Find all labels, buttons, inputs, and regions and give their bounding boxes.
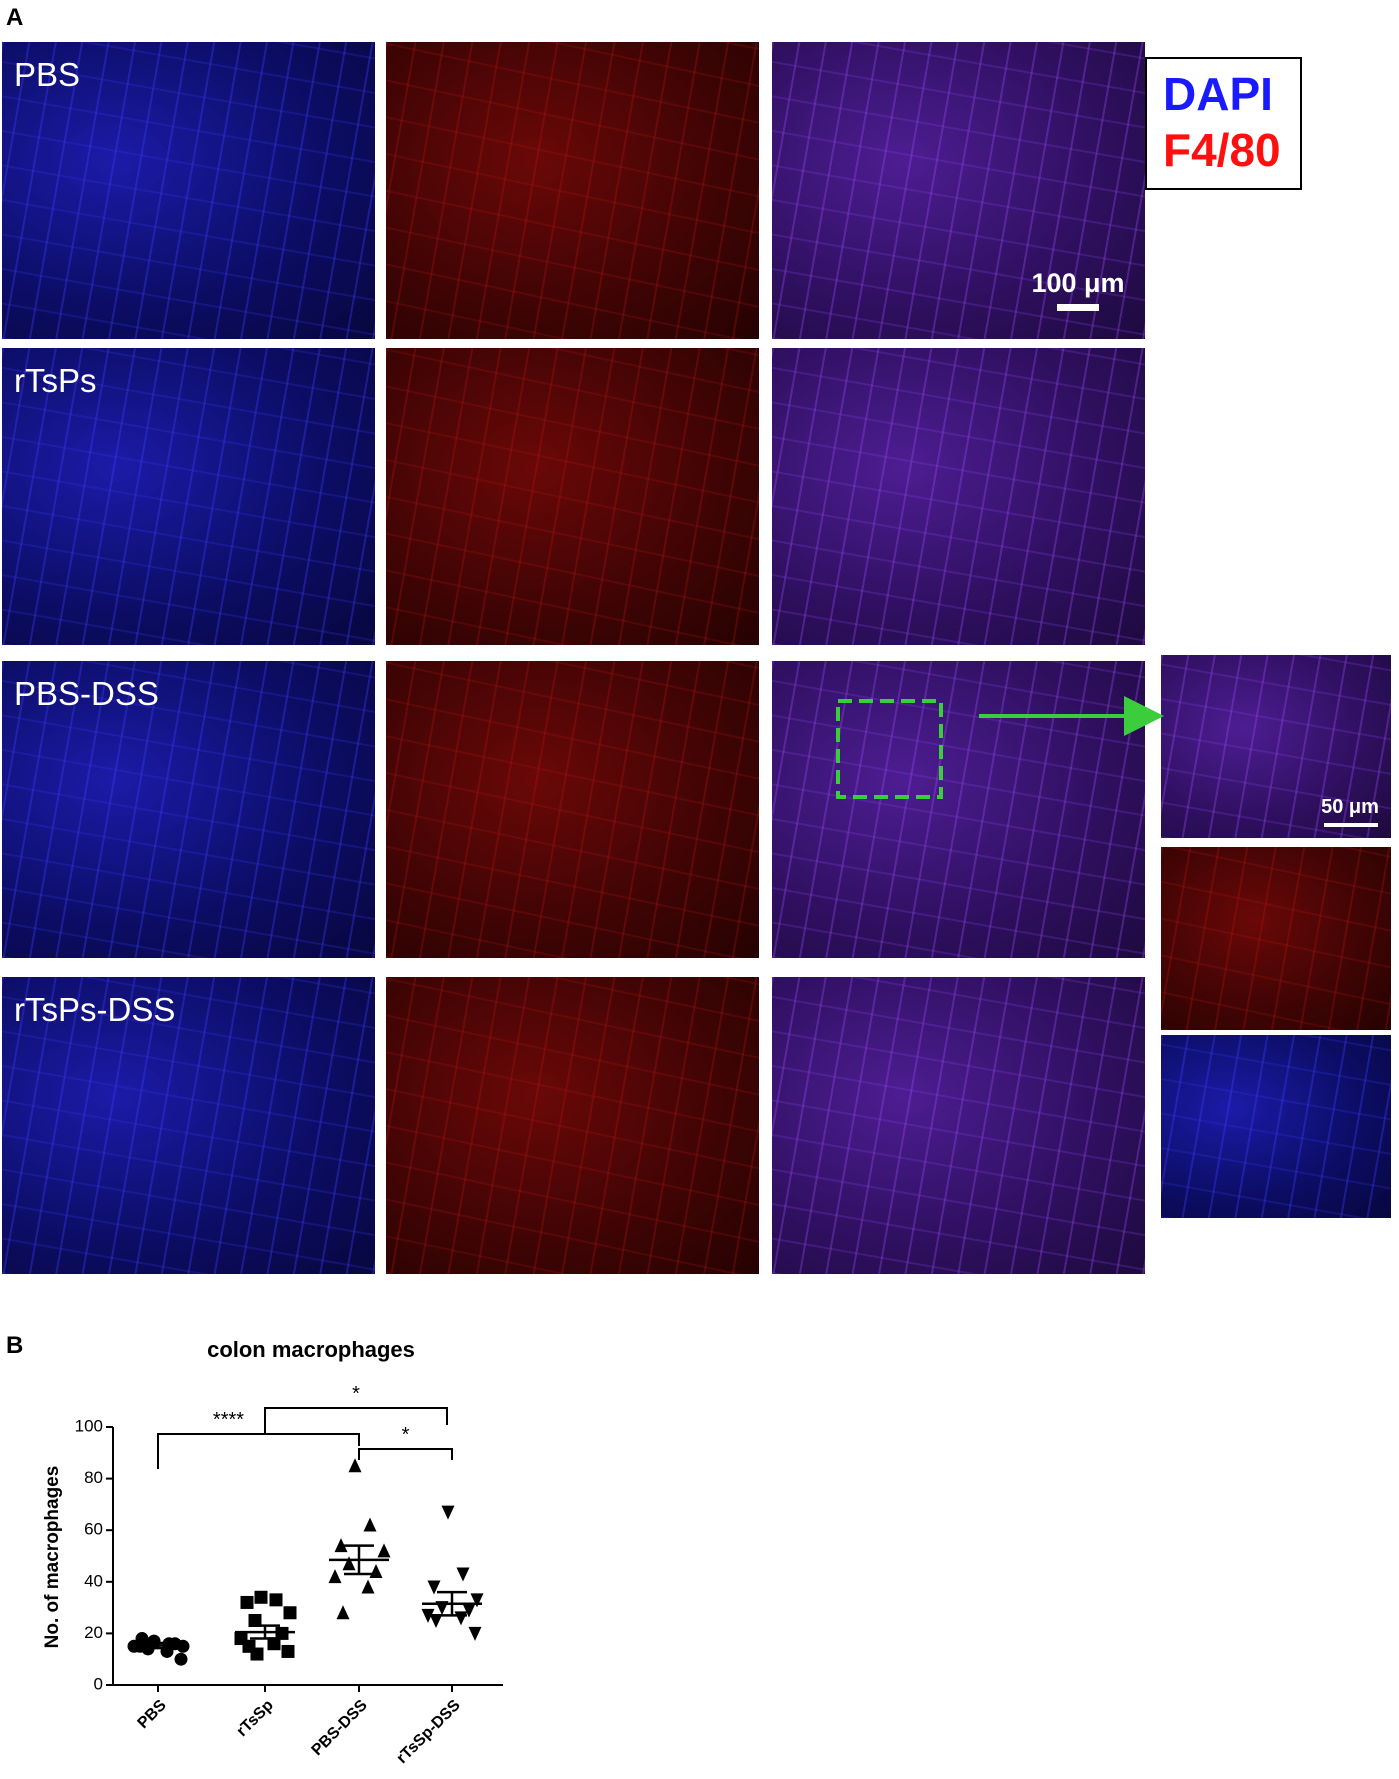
micrograph	[386, 348, 759, 645]
row-label: PBS-DSS	[14, 675, 159, 712]
point	[336, 1605, 350, 1620]
inset-dapi	[1161, 1035, 1391, 1218]
chart-title: colon macrophages	[207, 1337, 415, 1362]
point	[470, 1593, 484, 1608]
point	[250, 1647, 264, 1661]
row-label: PBS	[14, 56, 81, 93]
point	[348, 1458, 362, 1473]
row-label: rTsPs	[14, 362, 97, 399]
micrograph	[386, 661, 759, 958]
micrograph	[386, 42, 759, 339]
point	[369, 1563, 383, 1578]
y-tick-label: 60	[84, 1520, 103, 1539]
x-tick-label: rTsSp-DSS	[394, 1697, 465, 1768]
micrograph: PBS	[2, 42, 375, 339]
y-tick-label: 100	[75, 1416, 103, 1435]
x-tick-label: PBS	[135, 1697, 171, 1733]
micrograph: rTsPs	[2, 348, 375, 645]
x-tick-label: PBS-DSS	[308, 1697, 371, 1760]
scale-bar	[1057, 304, 1099, 311]
significance-bracket	[157, 1433, 360, 1469]
error-bar	[437, 1590, 467, 1617]
panel-label: A	[6, 4, 24, 31]
significance-label: ****	[213, 1409, 244, 1431]
point	[377, 1543, 391, 1558]
point	[269, 1593, 283, 1607]
point	[361, 1579, 375, 1594]
legend-entry: DAPI	[1163, 68, 1273, 120]
point	[174, 1652, 188, 1666]
panel-label: B	[6, 1332, 24, 1359]
scale-bar-label: 100 μm	[1031, 268, 1125, 298]
point	[281, 1644, 295, 1658]
error-bar	[143, 1641, 173, 1650]
point	[429, 1614, 443, 1628]
inset-scale-bar	[1324, 823, 1378, 827]
point	[267, 1637, 281, 1651]
x-tick-label: rTsSp	[234, 1697, 277, 1740]
inset-f480	[1161, 847, 1391, 1030]
y-axis-label: No. of macrophages	[42, 1466, 63, 1649]
point	[254, 1590, 268, 1604]
point	[363, 1517, 377, 1532]
inset-scale-bar-label: 50 μm	[1321, 796, 1379, 818]
y-tick-label: 80	[84, 1468, 103, 1487]
y-tick-label: 0	[94, 1674, 103, 1693]
micrograph	[772, 661, 1145, 958]
point	[421, 1608, 435, 1623]
point	[328, 1569, 342, 1584]
error-bar	[250, 1624, 280, 1640]
significance-label: *	[352, 1383, 360, 1405]
significance-bracket	[264, 1407, 448, 1434]
point	[456, 1567, 470, 1582]
row-label: rTsPs-DSS	[14, 991, 176, 1028]
legend-entry: F4/80	[1163, 124, 1281, 176]
micrograph: rTsPs-DSS	[2, 977, 375, 1274]
y-tick-label: 40	[84, 1571, 103, 1590]
point	[248, 1614, 262, 1627]
point	[454, 1611, 468, 1626]
point	[334, 1538, 348, 1553]
significance-bracket	[358, 1448, 453, 1460]
error-bar	[344, 1544, 374, 1576]
point	[283, 1606, 297, 1620]
micrograph	[772, 977, 1145, 1274]
micrograph	[772, 348, 1145, 645]
point	[468, 1626, 482, 1641]
inset-merge	[1161, 655, 1391, 838]
micrograph: PBS-DSS	[2, 661, 375, 958]
significance-label: *	[402, 1424, 410, 1446]
legend: DAPI F4/80	[1145, 57, 1302, 190]
micrograph	[386, 977, 759, 1274]
micrograph	[772, 42, 1145, 339]
point	[441, 1505, 455, 1520]
point	[240, 1595, 254, 1609]
y-tick-label: 20	[84, 1623, 103, 1642]
point	[427, 1580, 441, 1595]
point	[342, 1556, 356, 1571]
point	[275, 1626, 289, 1640]
point	[462, 1603, 476, 1618]
chart: colon macrophages No. of macrophages 0 20…	[42, 1337, 503, 1768]
